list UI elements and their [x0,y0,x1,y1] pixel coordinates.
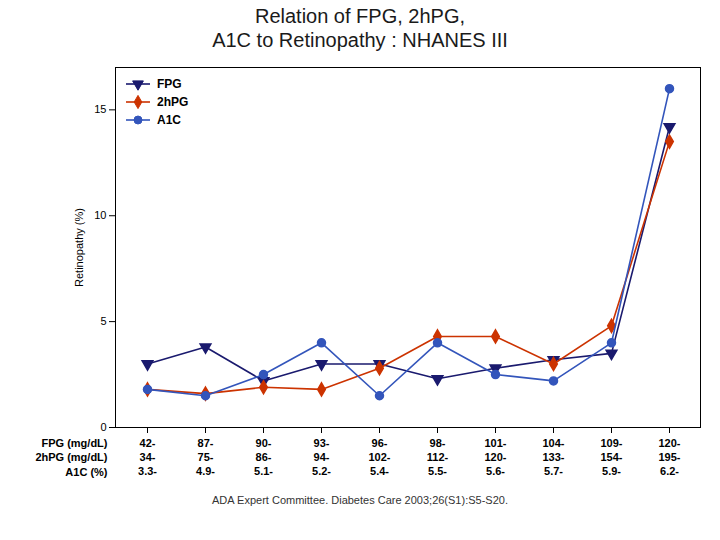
html-text:A1C: A1C [157,113,181,127]
html-text:Relation of FPG, 2hPG, A1C to: Relation of FPG, 2hPG, A1C to Retinopath… [212,5,508,51]
svg-text:101-120-5.6-: 101-120-5.6- [484,437,506,478]
svg-text:87-75-4.9-: 87-75-4.9- [196,437,215,478]
svg-text:2hPG (mg/dL): 2hPG (mg/dL) [35,451,107,463]
svg-text:120-195-6.2-: 120-195-6.2- [658,437,680,478]
svg-text:0: 0 [100,421,106,433]
svg-text:15: 15 [94,103,106,115]
svg-text:109-154-5.9-: 109-154-5.9- [600,437,622,478]
svg-text:FPG (mg/dL): FPG (mg/dL) [42,437,108,449]
svg-text:98-112-5.5-: 98-112-5.5- [427,437,449,478]
svg-text:96-102-5.4-: 96-102-5.4- [368,437,390,478]
svg-text:104-133-5.7-: 104-133-5.7- [542,437,564,478]
svg-text:10: 10 [94,209,106,221]
html-text:2hPG: 2hPG [157,95,189,109]
svg-text:93-94-5.2-: 93-94-5.2- [312,437,331,478]
html-text:ADA Expert Committee. Diabetes: ADA Expert Committee. Diabetes Care 2003… [212,494,508,506]
svg-text:90-86-5.1-: 90-86-5.1- [254,437,273,478]
html-text:FPG: FPG [157,77,182,91]
svg-text:5: 5 [100,315,106,327]
svg-text:Retinopathy (%): Retinopathy (%) [73,208,85,287]
svg-text:A1C (%): A1C (%) [65,466,108,478]
svg-text:42-34-3.3-: 42-34-3.3- [138,437,157,478]
